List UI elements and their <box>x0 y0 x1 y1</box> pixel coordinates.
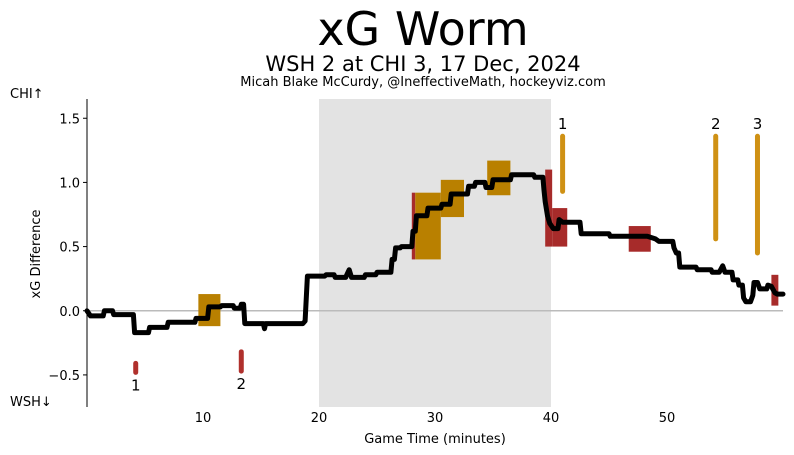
chart-byline: Micah Blake McCurdy, @IneffectiveMath, h… <box>240 75 606 90</box>
goal-label-chi-2: 2 <box>711 115 721 133</box>
y-tick-label: −0.5 <box>48 369 80 384</box>
x-axis-label: Game Time (minutes) <box>364 432 506 447</box>
penalty-box-chi-8 <box>628 226 651 252</box>
xg-worm-line <box>84 172 786 336</box>
top-team-label: CHI↑ <box>10 87 44 102</box>
goal-label-wsh-1: 1 <box>131 376 141 394</box>
penalty-box-wsh-3 <box>415 192 441 260</box>
chart-title: xG Worm <box>317 2 529 56</box>
goal-label-chi-1: 1 <box>558 115 568 133</box>
y-tick-label: 1.0 <box>59 176 80 191</box>
bottom-team-label: WSH↓ <box>10 395 52 410</box>
x-tick-label: 10 <box>195 411 212 426</box>
x-tick-label: 30 <box>427 411 444 426</box>
y-tick-label: 0.0 <box>59 305 80 320</box>
goal-label-chi-3: 3 <box>753 115 763 133</box>
y-axis-label: xG Difference <box>29 210 44 299</box>
x-tick-label: 50 <box>659 411 676 426</box>
x-tick-label: 20 <box>311 411 328 426</box>
goal-label-wsh-2: 2 <box>237 375 247 393</box>
x-tick-label: 40 <box>543 411 560 426</box>
y-tick-label: 1.5 <box>59 112 80 127</box>
y-tick-label: 0.5 <box>59 241 80 256</box>
chart-subtitle: WSH 2 at CHI 3, 17 Dec, 2024 <box>265 52 581 76</box>
